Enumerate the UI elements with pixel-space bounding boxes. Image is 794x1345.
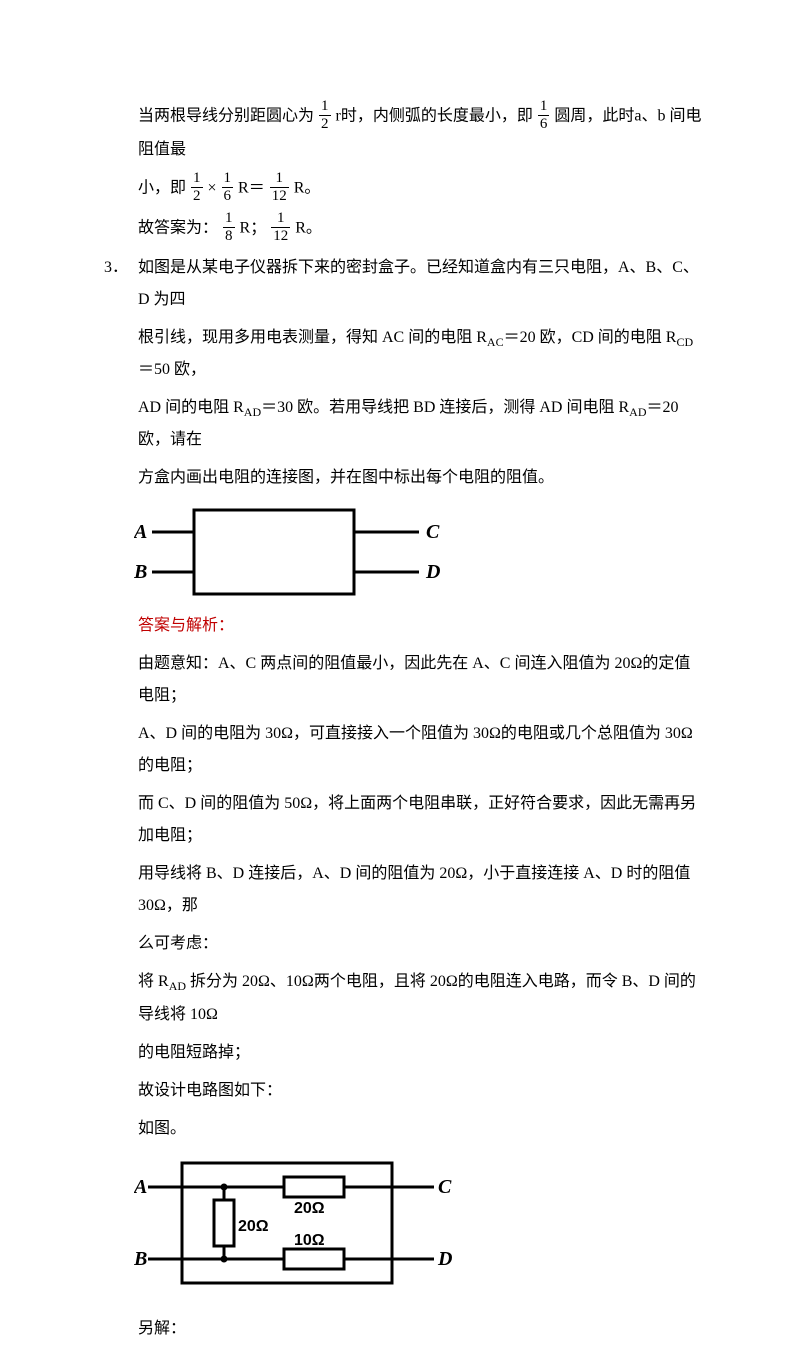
sealed-box-diagram: A B C D — [134, 502, 444, 602]
res-20h: 20Ω — [294, 1200, 325, 1217]
label-C: C — [438, 1176, 452, 1198]
frac: 12 — [319, 98, 331, 132]
frac: 16 — [538, 98, 550, 132]
q3-line3: AD 间的电阻 RAD＝30 欧。若用导线把 BD 连接后，测得 AD 间电阻 … — [138, 392, 704, 456]
text: R； — [240, 220, 267, 237]
frac: 16 — [222, 170, 234, 204]
answer-p1: 由题意知：A、C 两点间的阻值最小，因此先在 A、C 间连入阻值为 20Ω的定值… — [138, 648, 704, 712]
res-10h: 10Ω — [294, 1232, 325, 1249]
q3-line2: 根引线，现用多用电表测量，得知 AC 间的电阻 RAC＝20 欧，CD 间的电阻… — [138, 322, 704, 386]
answer-p7: 故设计电路图如下： — [138, 1075, 704, 1107]
text: 故答案为： — [138, 220, 218, 237]
text: R。 — [294, 180, 321, 197]
answer-p9: 另解： — [138, 1313, 704, 1345]
question-number: 3． — [104, 252, 134, 284]
prelude-line3: 故答案为： 18 R； 112 R。 — [138, 212, 704, 246]
frac: 18 — [223, 210, 235, 244]
solution-circuit-diagram: A B C D 20Ω 20Ω 10Ω — [134, 1153, 454, 1293]
text: 当两根导线分别距圆心为 — [138, 108, 314, 125]
answer-label: 答案与解析： — [138, 610, 704, 642]
q3-line1: 如图是从某电子仪器拆下来的密封盒子。已经知道盒内有三只电阻，A、B、C、D 为四 — [138, 252, 704, 316]
label-C: C — [426, 521, 440, 543]
answer-p4b: 么可考虑： — [138, 928, 704, 960]
frac: 112 — [270, 170, 289, 204]
label-B: B — [134, 561, 147, 583]
label-B: B — [134, 1248, 147, 1270]
answer-p3: 而 C、D 间的阻值为 50Ω，将上面两个电阻串联，正好符合要求，因此无需再另加… — [138, 788, 704, 852]
frac: 12 — [191, 170, 203, 204]
text: R。 — [295, 220, 322, 237]
q3-line4: 方盒内画出电阻的连接图，并在图中标出每个电阻的阻值。 — [138, 462, 704, 494]
text: 小，即 — [138, 180, 186, 197]
frac: 112 — [271, 210, 290, 244]
prelude-line1: 当两根导线分别距圆心为 12 r时，内侧弧的长度最小，即 16 圆周，此时a、b… — [138, 100, 704, 166]
label-A: A — [134, 1176, 147, 1198]
answer-p8: 如图。 — [138, 1113, 704, 1145]
label-A: A — [134, 521, 147, 543]
label-D: D — [425, 561, 440, 583]
res-20v: 20Ω — [238, 1218, 269, 1235]
text: × — [208, 180, 217, 197]
prelude-line2: 小，即 12 × 16 R＝ 112 R。 — [138, 172, 704, 206]
text: r时，内侧弧的长度最小，即 — [336, 108, 533, 125]
answer-p4: 用导线将 B、D 连接后，A、D 间的阻值为 20Ω，小于直接连接 A、D 时的… — [138, 858, 704, 922]
text: R＝ — [238, 180, 265, 197]
label-D: D — [437, 1248, 452, 1270]
question-3: 3． 如图是从某电子仪器拆下来的密封盒子。已经知道盒内有三只电阻，A、B、C、D… — [90, 252, 704, 494]
answer-p5: 将 RAD 拆分为 20Ω、10Ω两个电阻，且将 20Ω的电阻连入电路，而令 B… — [138, 966, 704, 1030]
answer-p2: A、D 间的电阻为 30Ω，可直接接入一个阻值为 30Ω的电阻或几个总阻值为 3… — [138, 718, 704, 782]
answer-p6: 的电阻短路掉； — [138, 1037, 704, 1069]
